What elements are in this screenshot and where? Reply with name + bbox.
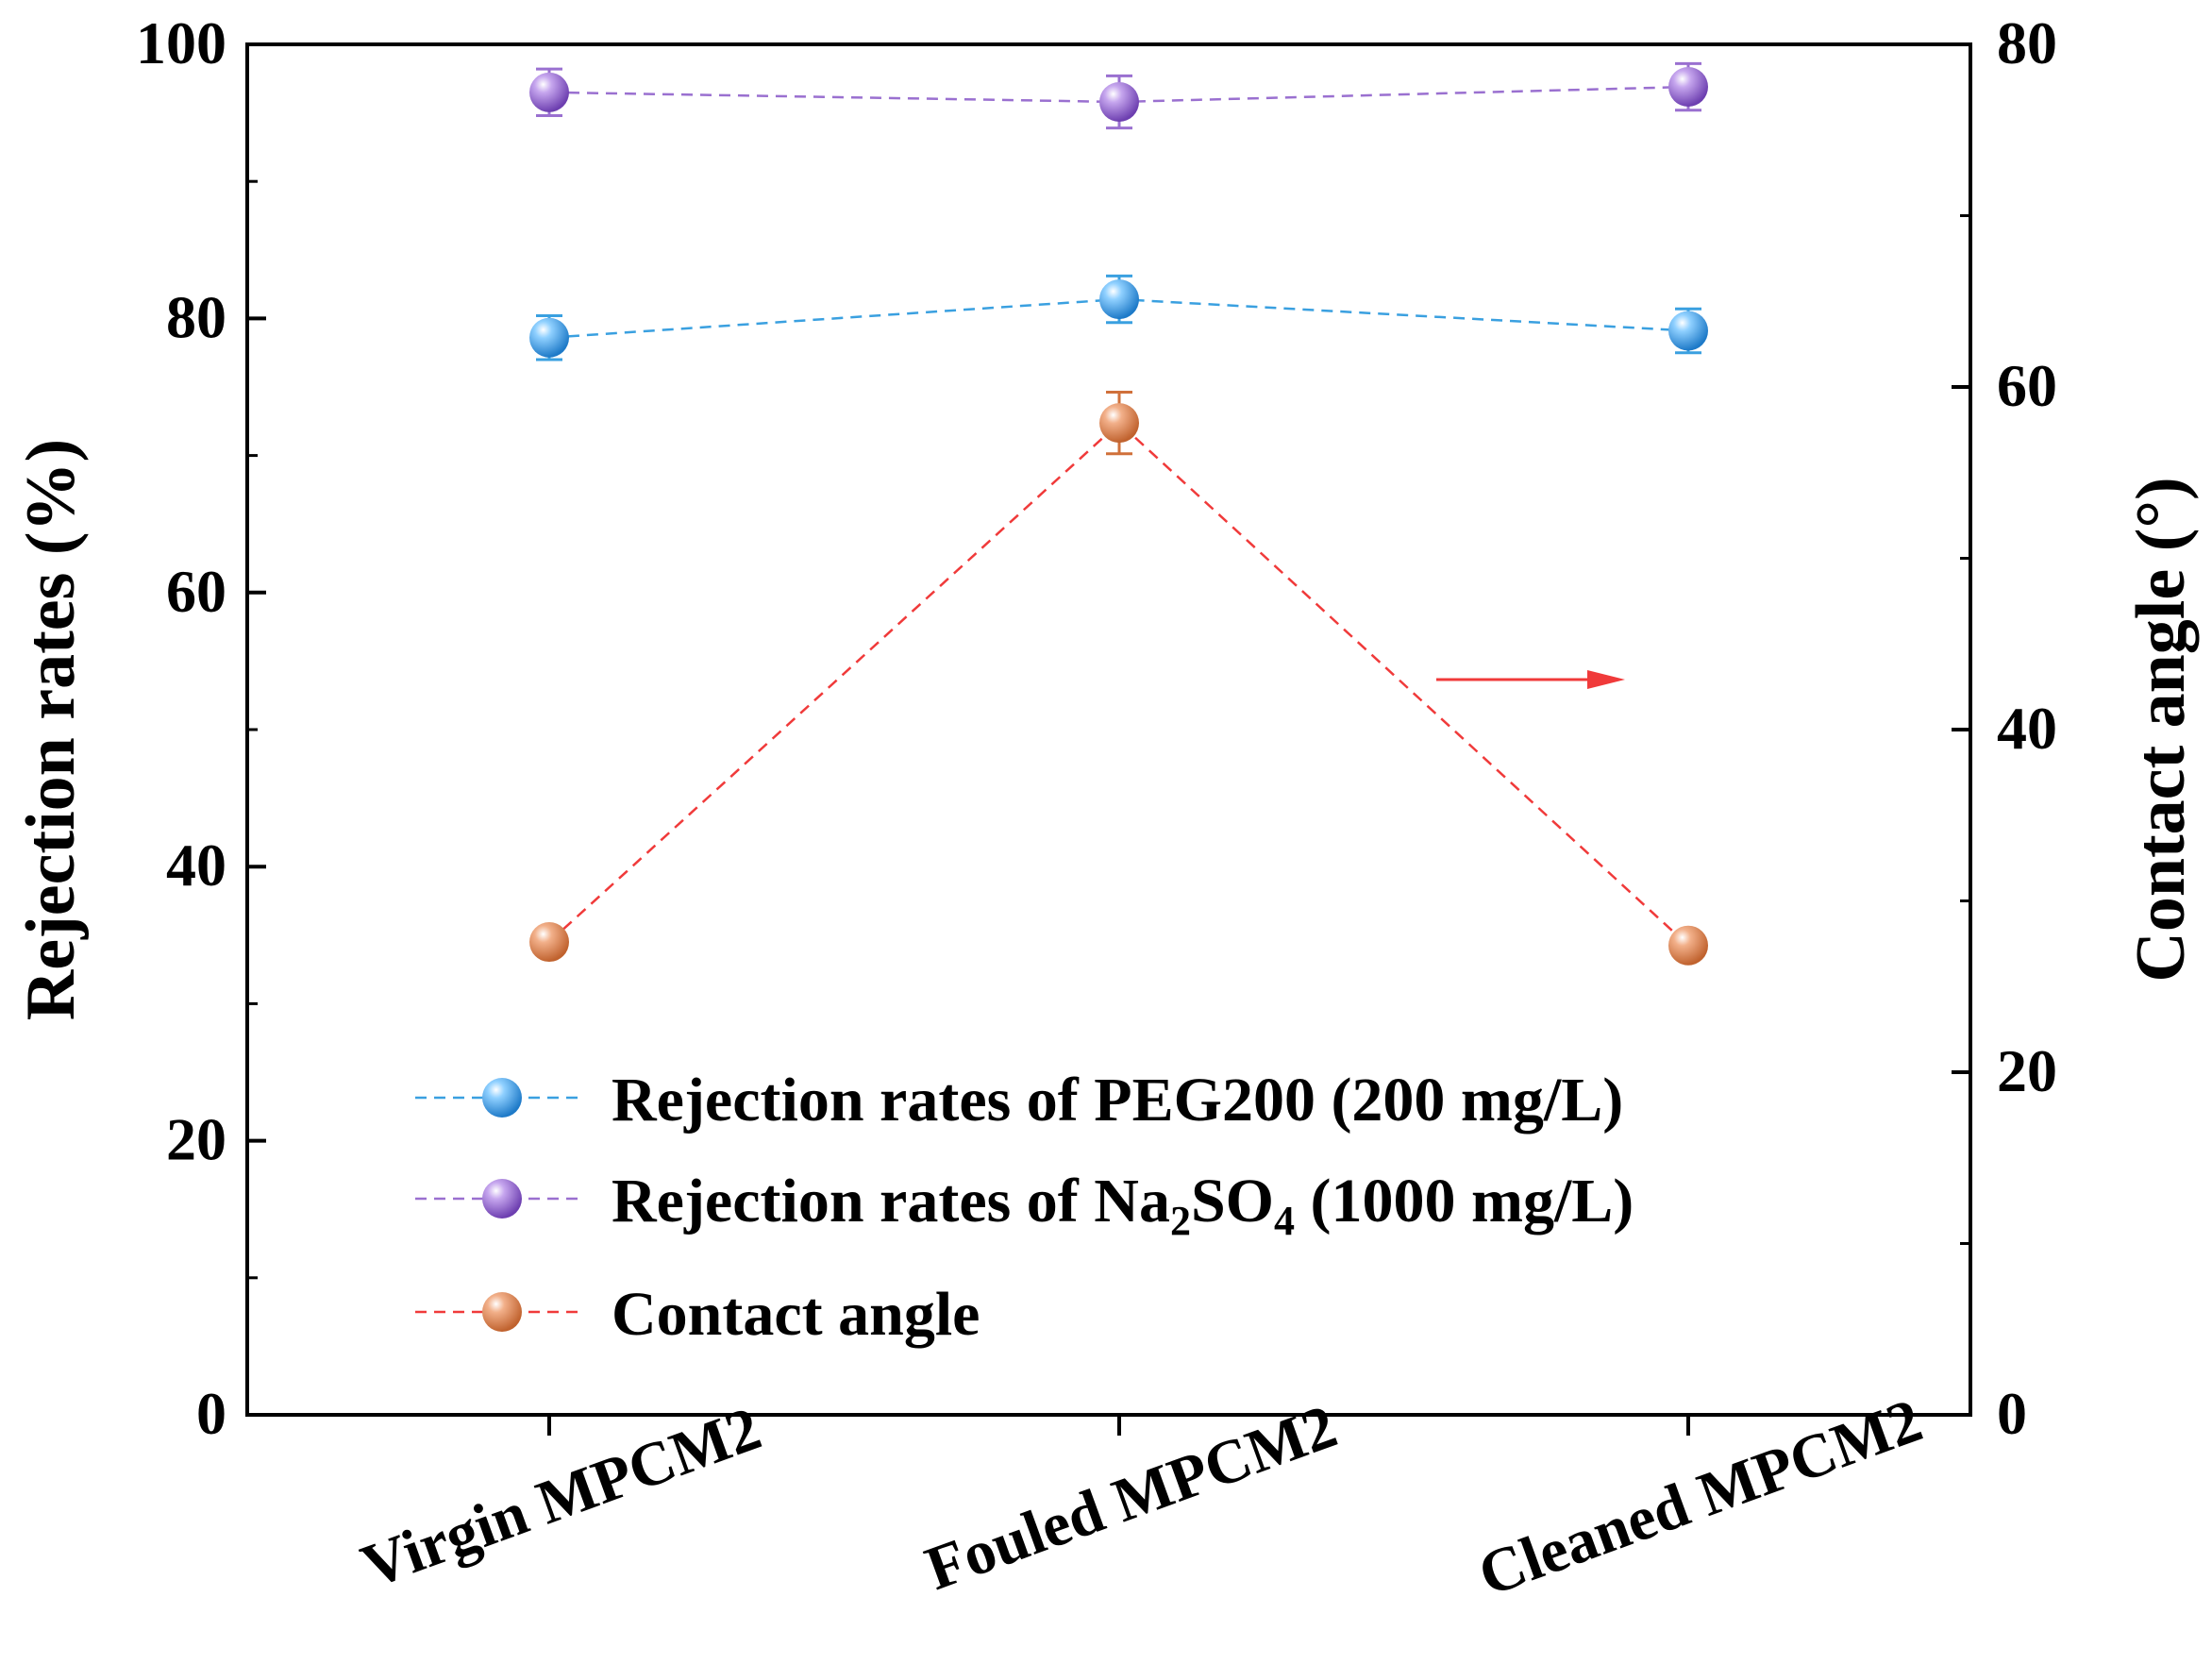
data-point (1668, 311, 1708, 351)
legend-label: Rejection rates of Na2SO4 (1000 mg/L) (612, 1167, 1634, 1244)
series-0 (529, 274, 1708, 361)
left-y-axis-label: Rejection rates (%) (12, 439, 90, 1020)
right-tick-label: 80 (1997, 9, 2057, 76)
series-2 (529, 390, 1708, 966)
right-y-axis-label: Contact angle (°) (2122, 477, 2200, 982)
legend-marker (482, 1292, 522, 1332)
legend-marker (482, 1078, 522, 1118)
legend-label: Contact angle (612, 1280, 980, 1349)
axis-indicator-arrow (1436, 670, 1625, 689)
left-tick-label: 100 (136, 9, 226, 76)
left-tick-label: 0 (196, 1380, 226, 1447)
left-tick-label: 20 (166, 1106, 226, 1173)
left-tick-label: 40 (166, 832, 226, 899)
legend-label: Rejection rates of PEG200 (200 mg/L) (612, 1066, 1623, 1135)
series-line (548, 421, 1689, 947)
legend-label-part: (1000 mg/L) (1295, 1167, 1634, 1235)
data-point (529, 72, 569, 112)
data-point (1099, 81, 1139, 122)
data-point (1668, 925, 1708, 966)
right-tick-label: 0 (1997, 1380, 2027, 1447)
data-point (1099, 279, 1139, 320)
series-layer (529, 61, 1708, 966)
legend-label-part: 2 (1170, 1198, 1191, 1244)
right-y-axis: 0 20 40 60 80 (1952, 9, 2057, 1447)
data-point (1099, 403, 1139, 444)
data-point (1668, 67, 1708, 108)
legend-marker (482, 1179, 522, 1219)
left-y-axis: 0 20 40 60 80 100 (136, 9, 266, 1447)
right-tick-label: 40 (1997, 695, 2057, 762)
right-tick-label: 20 (1997, 1037, 2057, 1104)
series-1 (529, 61, 1708, 130)
left-tick-label: 80 (166, 283, 226, 350)
legend: Rejection rates of PEG200 (200 mg/L) Reje… (415, 1066, 1634, 1349)
legend-label-part: 4 (1274, 1198, 1295, 1244)
x-tick-label: Fouled MPCM2 (917, 1391, 1346, 1604)
legend-label-part: Rejection rates of Na (612, 1167, 1170, 1235)
left-tick-label: 60 (166, 558, 226, 625)
x-tick-label: Virgin MPCM2 (353, 1394, 769, 1602)
legend-label-part: SO (1191, 1167, 1274, 1235)
right-tick-label: 60 (1997, 352, 2057, 419)
data-point (529, 317, 569, 358)
data-point (529, 922, 569, 963)
x-tick-label: Cleaned MPCM2 (1469, 1386, 1930, 1609)
x-axis: Virgin MPCM2 Fouled MPCM2 Cleaned MPCM2 (353, 1386, 1931, 1609)
